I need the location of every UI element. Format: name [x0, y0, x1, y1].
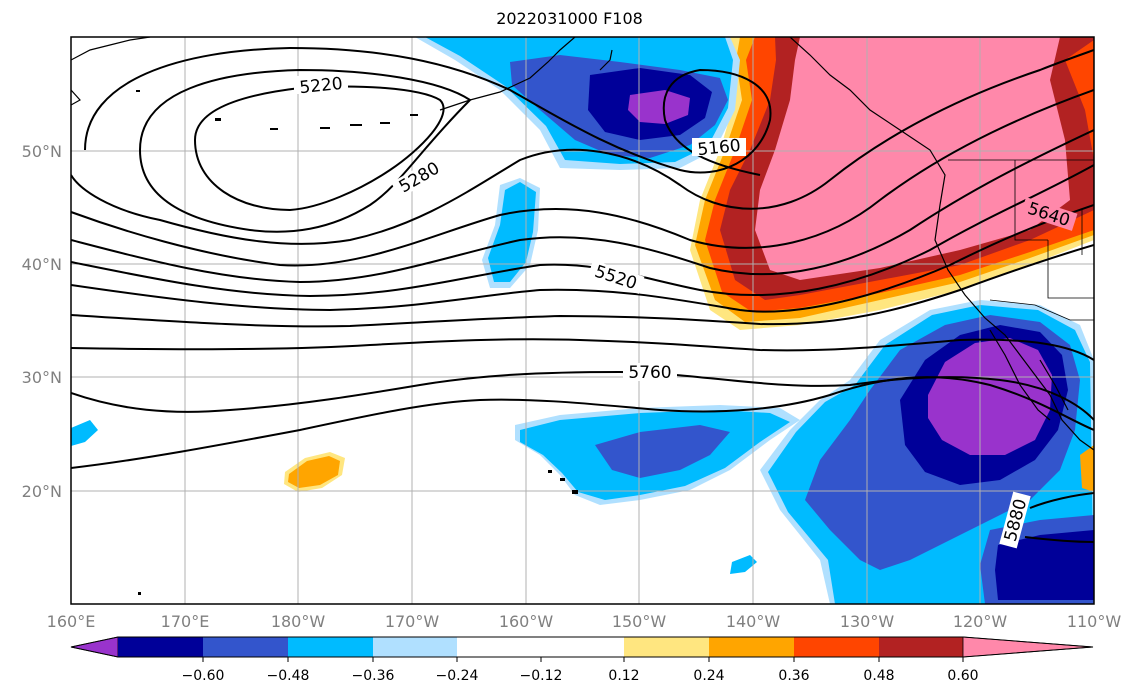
- anomaly-region: [755, 37, 1070, 280]
- colorbar-label: −0.48: [267, 668, 310, 684]
- colorbar-label: 0.36: [778, 668, 809, 684]
- anomaly-region: [628, 90, 690, 124]
- lon-tick-label: 170°W: [385, 612, 440, 631]
- colorbar-labels: −0.60 −0.48 −0.36 −0.24 −0.12 0.12 0.24 …: [182, 668, 979, 684]
- islands: [136, 90, 578, 595]
- anomaly-region: [928, 338, 1052, 455]
- label-mask: [623, 363, 677, 381]
- contour-line: [71, 376, 1094, 469]
- label-mask: [294, 76, 348, 94]
- colorbar-ticks: [202, 657, 964, 662]
- lon-tick-label: 130°W: [840, 612, 895, 631]
- anomaly-region: [71, 420, 98, 446]
- contour-line: [84, 46, 772, 176]
- lat-tick-label: 30°N: [22, 368, 62, 387]
- anomaly-region: [995, 530, 1094, 600]
- colorbar-segment: [118, 637, 203, 657]
- coastline-kamchatka: [71, 89, 81, 106]
- aleutian-island: [350, 124, 362, 126]
- lon-tick-label: 170°E: [161, 612, 210, 631]
- colorbar-label: 0.60: [947, 668, 978, 684]
- axis-labels: 160°E 170°E 180°W 170°W 160°W 150°W 140°…: [22, 142, 1122, 631]
- coastline-kamchatka: [71, 37, 151, 61]
- contour-line: [1029, 492, 1094, 509]
- contour-label: 5220: [299, 74, 344, 98]
- colorbar-label: −0.24: [436, 668, 479, 684]
- border-us-mexico: [989, 299, 1094, 321]
- lon-tick-label: 120°W: [953, 612, 1008, 631]
- aleutian-island: [270, 128, 278, 130]
- lon-tick-label: 110°W: [1067, 612, 1122, 631]
- aleutian-island: [380, 122, 390, 124]
- lat-tick-label: 40°N: [22, 255, 62, 274]
- label-mask: [999, 491, 1031, 549]
- contour-line: [71, 244, 1094, 328]
- colorbar-segment: [70, 636, 119, 658]
- colorbar-label: −0.60: [182, 668, 225, 684]
- anomaly-region: [595, 425, 730, 478]
- contour-line: [71, 89, 1094, 267]
- contour-label: 5160: [697, 136, 742, 160]
- contour-line: [71, 204, 1094, 313]
- island: [138, 592, 141, 595]
- map-area: 5220 5280 5160 5520 5640 5760 5880: [70, 36, 1095, 605]
- lat-tick-label: 50°N: [22, 142, 62, 161]
- anomaly-region: [488, 182, 536, 282]
- lon-tick-label: 150°W: [612, 612, 667, 631]
- anomaly-region: [288, 456, 340, 488]
- colorbar-segment: [203, 637, 288, 657]
- contour-line: [1024, 536, 1094, 543]
- anomaly-fill: [71, 37, 1094, 604]
- colorbar-label: 0.12: [608, 668, 639, 684]
- colorbar: −0.60 −0.48 −0.36 −0.24 −0.12 0.12 0.24 …: [70, 636, 1094, 684]
- colorbar-segment: [624, 637, 709, 657]
- colorbar-segment: [879, 637, 963, 657]
- colorbar-segment: [373, 637, 457, 657]
- height-contours: [71, 46, 1094, 543]
- colorbar-outline: [70, 636, 1094, 658]
- gridlines: [71, 37, 1094, 604]
- colorbar-label: −0.36: [352, 668, 395, 684]
- coastline-baja-california: [989, 329, 1051, 421]
- contour-line: [71, 338, 1094, 361]
- label-mask: [692, 138, 746, 156]
- contour-line: [71, 370, 1094, 421]
- colorbar-segment: [794, 637, 879, 657]
- hawaii-island: [572, 490, 578, 494]
- aleutian-island: [320, 127, 330, 129]
- label-mask: [587, 260, 645, 294]
- anomaly-region: [1080, 445, 1094, 492]
- label-mask: [391, 155, 447, 199]
- anomaly-region: [730, 555, 757, 574]
- lon-tick-label: 160°E: [47, 612, 96, 631]
- contour-line: [138, 68, 472, 233]
- lat-tick-label: 20°N: [22, 482, 62, 501]
- map-frame: [70, 36, 1095, 605]
- lon-tick-label: 140°W: [726, 612, 781, 631]
- aleutian-island: [410, 114, 418, 116]
- coastline-kodiak: [599, 49, 613, 71]
- map-title: 2022031000 F108: [496, 9, 643, 28]
- colorbar-label: 0.24: [693, 668, 724, 684]
- contour-line: [193, 85, 445, 212]
- colorbar-segment: [709, 637, 794, 657]
- lon-tick-label: 160°W: [499, 612, 554, 631]
- hawaii-island: [560, 478, 565, 481]
- contour-line: [71, 49, 1094, 245]
- coastline-gulf-of-california: [1039, 359, 1069, 411]
- commander-island: [136, 90, 140, 92]
- lon-tick-label: 180°W: [271, 612, 326, 631]
- label-mask: [1020, 197, 1078, 231]
- colorbar-label: 0.48: [863, 668, 894, 684]
- colorbar-segment: [457, 637, 624, 657]
- colorbar-segment: [288, 637, 373, 657]
- border-state: [1014, 160, 1048, 241]
- contour-label: 5760: [628, 363, 671, 383]
- colorbar-label: −0.12: [520, 668, 563, 684]
- colorbar-segment: [962, 636, 1094, 658]
- aleutian-island: [215, 118, 221, 121]
- contour-line: [71, 129, 1094, 284]
- hawaii-island: [548, 470, 552, 473]
